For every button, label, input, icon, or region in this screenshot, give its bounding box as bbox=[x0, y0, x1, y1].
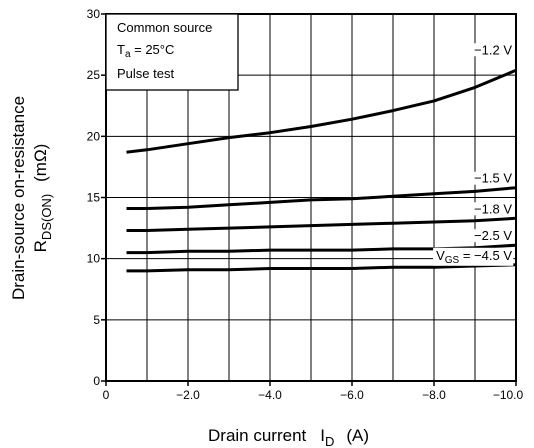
x-axis-title-subscript: D bbox=[325, 434, 334, 448]
x-tick-label: −8.0 bbox=[422, 388, 446, 402]
series-label-background bbox=[472, 43, 514, 57]
x-tick-label: 0 bbox=[103, 388, 110, 402]
vgs-subscript: GS bbox=[445, 255, 460, 266]
conditions-box-border bbox=[105, 13, 239, 91]
conditions-line-1: Common source bbox=[117, 20, 212, 35]
series-curve-1 bbox=[126, 68, 517, 154]
y-axis-title-line-1: Drain-source on-resistance bbox=[9, 96, 28, 300]
vgs-symbol: V bbox=[436, 248, 445, 263]
series-label-background bbox=[472, 171, 514, 185]
x-axis-title-unit: (A) bbox=[346, 426, 369, 445]
conditions-line-3: Pulse test bbox=[117, 66, 174, 81]
x-axis-title: Drain current ID (A) bbox=[208, 426, 369, 448]
y-axis-title-line-2: RDS(ON) (mΩ) bbox=[31, 144, 54, 253]
x-tick-label: −10.0 bbox=[493, 388, 524, 402]
conditions-temp-symbol: T bbox=[117, 42, 125, 57]
y-tick-label: 10 bbox=[87, 252, 101, 266]
y-tick-label: 30 bbox=[87, 7, 101, 21]
y-axis-title-symbol: R bbox=[31, 240, 50, 252]
conditions-box: Common source Ta = 25°C Pulse test bbox=[105, 13, 239, 91]
x-tick-label: −2.0 bbox=[176, 388, 200, 402]
y-tick-label: 0 bbox=[93, 374, 100, 388]
vgs-value: = −4.5 V bbox=[459, 248, 512, 263]
conditions-temp-value: = 25°C bbox=[131, 42, 175, 57]
conditions-temp-subscript: a bbox=[125, 49, 131, 60]
series-curve-2 bbox=[126, 186, 517, 210]
conditions-line-2: Ta = 25°C bbox=[117, 42, 174, 60]
y-tick-label: 5 bbox=[93, 313, 100, 327]
y-axis-title-subscript: DS(ON) bbox=[39, 194, 54, 240]
y-axis-title-unit: (mΩ) bbox=[31, 144, 50, 182]
x-axis-title-symbol: I bbox=[320, 426, 325, 445]
series-label-4: −2.5 V bbox=[474, 228, 512, 243]
x-tick-label: −4.0 bbox=[258, 388, 282, 402]
y-tick-label: 15 bbox=[87, 191, 101, 205]
x-axis-title-main: Drain current bbox=[208, 426, 307, 445]
x-tick-label: −6.0 bbox=[340, 388, 364, 402]
axis-ticks: 0 5 10 15 20 25 30 0 −2.0 −4.0 −6.0 −8.0 −10.0 bbox=[87, 7, 524, 402]
series-label-background bbox=[472, 229, 514, 243]
series-curve-3 bbox=[126, 216, 517, 232]
series-label-3: −1.8 V bbox=[474, 201, 512, 216]
series-label-background bbox=[472, 202, 514, 216]
series-label-1: −1.2 V bbox=[474, 42, 512, 57]
series-curve-5 bbox=[126, 263, 517, 273]
series-label-5: VGS = −4.5 V bbox=[436, 248, 512, 266]
series-label-background bbox=[433, 247, 514, 266]
series-label-2: −1.5 V bbox=[474, 171, 512, 186]
series-curves bbox=[126, 68, 517, 273]
series-labels: −1.2 V −1.5 V −1.8 V −2.5 V VGS = −4.5 V bbox=[433, 42, 514, 266]
y-tick-label: 25 bbox=[87, 68, 101, 82]
y-tick-label: 20 bbox=[87, 129, 101, 143]
